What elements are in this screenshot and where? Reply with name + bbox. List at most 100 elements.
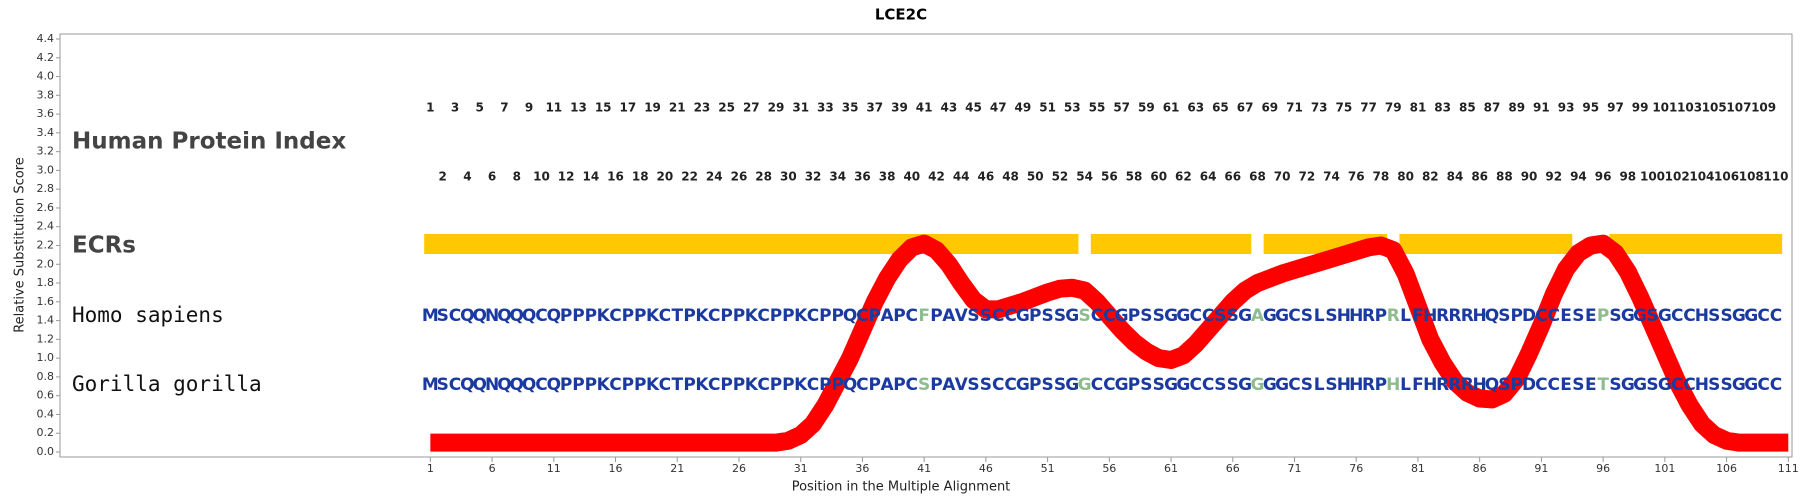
protein-index: 88: [1496, 170, 1513, 184]
protein-index: 60: [1150, 170, 1167, 184]
protein-index: 17: [620, 101, 637, 115]
protein-index: 58: [1126, 170, 1143, 184]
protein-index: 38: [879, 170, 896, 184]
residue: P: [1128, 375, 1140, 395]
residue: C: [1189, 306, 1201, 326]
protein-index: 30: [780, 170, 797, 184]
protein-index: 55: [1089, 101, 1106, 115]
residue: S: [1609, 375, 1621, 395]
protein-index: 19: [644, 101, 661, 115]
residue: G: [1744, 306, 1758, 326]
protein-index: 7: [500, 101, 508, 115]
residue: P: [572, 375, 584, 395]
protein-index: 23: [694, 101, 711, 115]
residue: K: [646, 375, 660, 395]
protein-index: 63: [1187, 101, 1204, 115]
residue: Q: [460, 306, 474, 326]
residue: S: [1079, 306, 1091, 326]
residue: R: [1436, 375, 1449, 395]
y-tick-label: 0.8: [37, 370, 55, 383]
residue: M: [422, 306, 439, 326]
protein-index: 50: [1027, 170, 1044, 184]
protein-index: 11: [545, 101, 562, 115]
residue: C: [757, 375, 769, 395]
residue: G: [1238, 375, 1252, 395]
protein-index: 75: [1336, 101, 1353, 115]
protein-index: 98: [1619, 170, 1636, 184]
protein-index: 15: [595, 101, 612, 115]
residue: G: [1176, 306, 1190, 326]
x-tick-label: 96: [1596, 462, 1610, 475]
residue: C: [1770, 375, 1782, 395]
residue: P: [831, 306, 843, 326]
residue: C: [1004, 375, 1016, 395]
y-tick-label: 1.4: [37, 314, 55, 327]
residue: P: [893, 306, 905, 326]
y-tick-label: 0.0: [37, 445, 55, 458]
y-tick-label: 1.6: [37, 295, 55, 308]
residue: K: [646, 306, 660, 326]
protein-index: 108: [1739, 170, 1764, 184]
residue: C: [1189, 375, 1201, 395]
residue: S: [1041, 375, 1053, 395]
residue: H: [1473, 375, 1487, 395]
y-tick-label: 1.2: [37, 332, 55, 345]
protein-index: 91: [1533, 101, 1550, 115]
protein-index: 93: [1558, 101, 1575, 115]
species-label: Gorilla gorilla: [72, 372, 262, 396]
y-tick-label: 3.6: [37, 107, 55, 120]
residue: S: [1498, 306, 1510, 326]
protein-index: 85: [1459, 101, 1476, 115]
residue: E: [1560, 375, 1572, 395]
y-tick-label: 0.4: [37, 407, 55, 420]
residue: P: [1029, 306, 1041, 326]
x-tick-label: 36: [855, 462, 869, 475]
residue: C: [1091, 306, 1103, 326]
protein-index: 78: [1373, 170, 1390, 184]
protein-index: 6: [488, 170, 496, 184]
protein-index: 106: [1714, 170, 1739, 184]
y-tick-label: 2.4: [37, 220, 55, 233]
residue: P: [782, 375, 794, 395]
protein-index: 84: [1447, 170, 1464, 184]
residue: S: [980, 306, 992, 326]
protein-index: 18: [632, 170, 649, 184]
residue: F: [918, 306, 930, 326]
residue: P: [1597, 306, 1609, 326]
residue: A: [942, 306, 956, 326]
protein-index: 8: [513, 170, 521, 184]
residue: T: [1597, 375, 1609, 395]
residue: C: [1671, 306, 1683, 326]
residue: Q: [547, 375, 561, 395]
residue: P: [770, 375, 782, 395]
residue: S: [1054, 375, 1066, 395]
residue: S: [1498, 375, 1510, 395]
residue: C: [1202, 306, 1214, 326]
residue: S: [1325, 375, 1337, 395]
y-tick-label: 2.0: [37, 257, 55, 270]
residue: N: [485, 375, 499, 395]
residue: C: [1757, 306, 1769, 326]
protein-index: 71: [1286, 101, 1303, 115]
protein-index: 105: [1702, 101, 1727, 115]
protein-index: 16: [607, 170, 624, 184]
residue: H: [1386, 375, 1400, 395]
residue: A: [1251, 306, 1265, 326]
residue: S: [1054, 306, 1066, 326]
residue: L: [1314, 375, 1325, 395]
x-tick-label: 46: [979, 462, 993, 475]
y-tick-label: 3.2: [37, 145, 55, 158]
residue: C: [1288, 306, 1300, 326]
protein-index: 73: [1311, 101, 1328, 115]
residue: C: [609, 375, 621, 395]
residue: C: [856, 306, 868, 326]
residue: C: [1770, 306, 1782, 326]
residue: A: [942, 375, 956, 395]
protein-index: 68: [1249, 170, 1266, 184]
residue: Q: [510, 375, 524, 395]
residue: S: [1214, 306, 1226, 326]
residue: C: [1535, 375, 1547, 395]
residue: C: [1091, 375, 1103, 395]
residue: V: [955, 306, 969, 326]
